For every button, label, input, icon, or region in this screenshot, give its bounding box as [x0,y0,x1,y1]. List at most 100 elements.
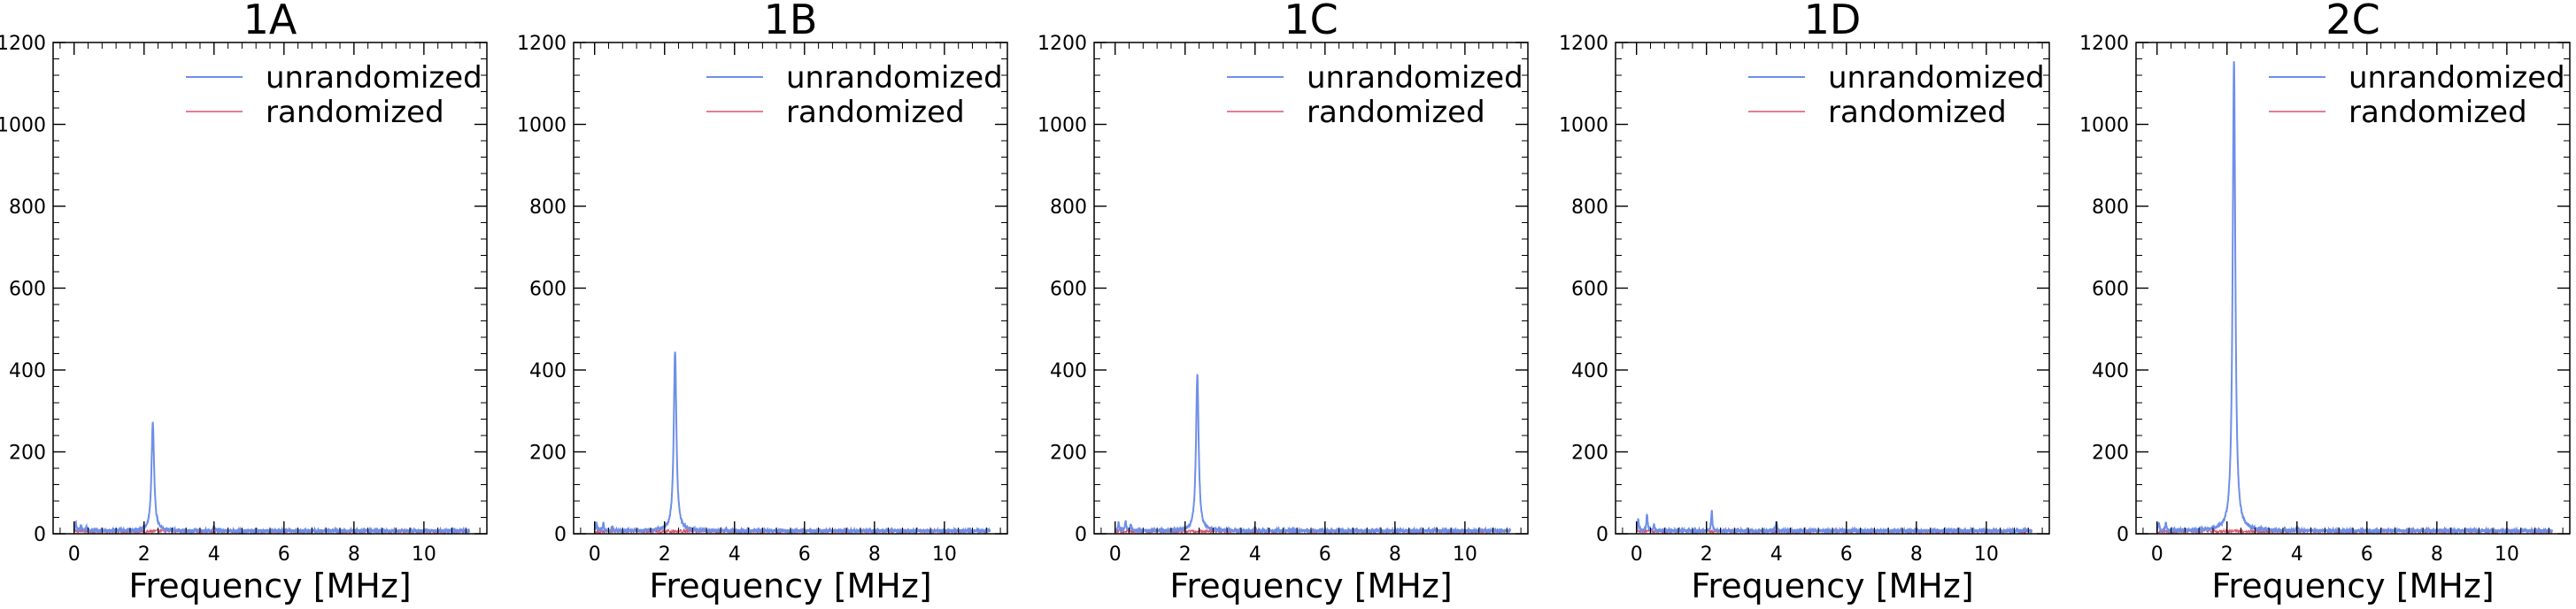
x-axis-label: Frequency [MHz] [649,567,931,605]
panel-title: 1A [243,0,297,43]
y-tick-label: 1200 [517,33,567,55]
y-tick-label: 1200 [0,33,46,55]
x-axis-label: Frequency [MHz] [1169,567,1452,605]
y-tick-label: 1200 [1037,33,1087,55]
x-tick-label: 6 [1319,543,1331,566]
series-unrandomized-line [73,421,471,536]
y-tick-label: 400 [1571,360,1608,382]
y-tick-label: 1000 [2079,115,2129,137]
chart-panel-1c: 1C 0 200 400 600 800 1000 1200 0 2 4 6 8 10Frequency … [1037,0,1529,605]
legend-label-unrandomized: unrandomized [266,60,482,96]
y-tick-label: 600 [2092,279,2129,301]
y-tick-label: 800 [9,197,46,219]
y-tick-label: 800 [1050,197,1087,219]
x-tick-label: 4 [2291,543,2303,566]
y-tick-label: 600 [1050,279,1087,301]
y-tick-label: 0 [1075,524,1087,546]
chart-panel-1d: 1D 0 200 400 600 800 1000 1200 0 2 4 6 8 10Frequency … [1559,0,2050,605]
y-tick-label: 200 [2092,443,2129,465]
x-tick-label: 10 [2495,543,2519,566]
x-tick-label: 4 [208,543,220,566]
legend-label-unrandomized: unrandomized [786,60,1003,96]
panel-title: 1C [1284,0,1338,43]
y-tick-label: 1200 [2079,33,2129,55]
x-tick-label: 0 [1109,543,1122,566]
y-tick-label: 0 [554,524,567,546]
chart-panel-1a: 1A 0 200 400 600 800 1000 1200 0 2 4 6 8 10Frequency … [0,0,488,605]
chart-panel-1b: 1B 0 200 400 600 800 1000 1200 0 2 4 6 8 10Frequency … [517,0,1008,605]
y-tick-label: 400 [9,360,46,382]
x-axis-label: Frequency [MHz] [128,567,411,605]
x-tick-label: 2 [659,543,671,566]
x-tick-label: 6 [2361,543,2373,566]
x-tick-label: 4 [729,543,741,566]
x-tick-label: 0 [1631,543,1643,566]
y-tick-label: 800 [529,197,567,219]
x-tick-label: 10 [412,543,436,566]
legend-label-randomized: randomized [2348,95,2527,130]
x-tick-label: 10 [1974,543,1999,566]
x-tick-label: 8 [348,543,360,566]
x-tick-label: 2 [1701,543,1713,566]
legend-label-randomized: randomized [786,95,965,130]
x-tick-label: 6 [1840,543,1853,566]
y-tick-label: 400 [1050,360,1087,382]
y-tick-label: 1200 [1559,33,1608,55]
y-tick-label: 400 [529,360,567,382]
panel-title: 2C [2325,0,2379,43]
y-tick-label: 0 [2117,524,2129,546]
y-tick-label: 600 [9,279,46,301]
y-tick-label: 200 [9,443,46,465]
x-tick-label: 10 [1453,543,1477,566]
series-unrandomized-line [2156,61,2554,536]
x-tick-label: 4 [1770,543,1783,566]
panel-title: 1D [1804,0,1862,43]
legend-label-unrandomized: unrandomized [2348,60,2565,96]
x-tick-label: 10 [932,543,957,566]
panel-title: 1B [764,0,818,43]
legend-label-randomized: randomized [1828,95,2007,130]
legend-label-randomized: randomized [266,95,444,130]
legend-label-randomized: randomized [1307,95,1485,130]
x-axis-label: Frequency [MHz] [2211,567,2494,605]
x-tick-label: 2 [1179,543,1192,566]
y-tick-label: 1000 [0,115,46,137]
y-tick-label: 800 [1571,197,1608,219]
y-tick-label: 1000 [1037,115,1087,137]
y-tick-label: 1000 [517,115,567,137]
series-unrandomized-line [1114,374,1512,536]
series-unrandomized-line [593,351,991,536]
x-tick-label: 4 [1249,543,1261,566]
x-tick-label: 8 [868,543,881,566]
x-axis-label: Frequency [MHz] [1691,567,1973,605]
x-tick-label: 8 [1910,543,1923,566]
x-tick-label: 6 [798,543,811,566]
y-tick-label: 800 [2092,197,2129,219]
y-tick-label: 400 [2092,360,2129,382]
y-tick-label: 0 [1596,524,1608,546]
x-tick-label: 0 [589,543,601,566]
x-tick-label: 8 [1389,543,1401,566]
x-tick-label: 0 [68,543,81,566]
series-unrandomized-line [1635,510,2033,536]
x-tick-label: 8 [2431,543,2443,566]
x-tick-label: 0 [2151,543,2163,566]
legend-label-unrandomized: unrandomized [1307,60,1523,96]
legend-label-unrandomized: unrandomized [1828,60,2045,96]
y-tick-label: 0 [34,524,46,546]
y-tick-label: 200 [1050,443,1087,465]
x-tick-label: 2 [2221,543,2233,566]
x-tick-label: 2 [138,543,150,566]
y-tick-label: 600 [1571,279,1608,301]
y-tick-label: 200 [1571,443,1608,465]
y-tick-label: 200 [529,443,567,465]
chart-panel-2c: 2C 0 200 400 600 800 1000 1200 0 2 4 6 8 10Frequency … [2079,0,2571,605]
y-tick-label: 1000 [1559,115,1608,137]
x-tick-label: 6 [278,543,290,566]
